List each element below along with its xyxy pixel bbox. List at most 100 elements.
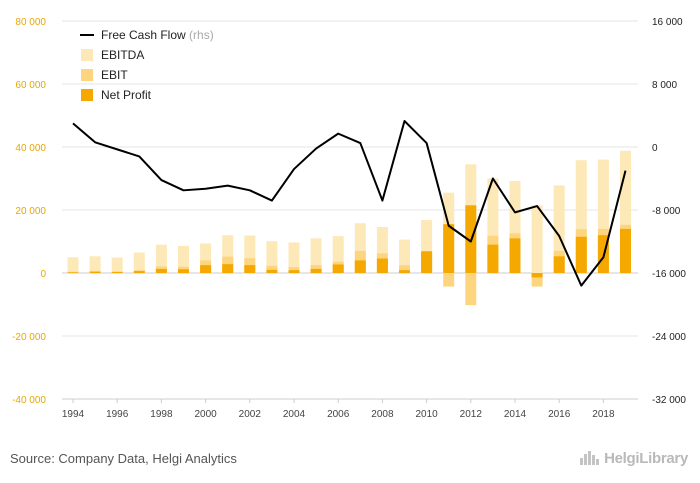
y-left-tick-label: 40 000 (15, 143, 46, 154)
bar-net-profit (133, 271, 145, 273)
x-tick-label: 2016 (548, 409, 571, 420)
bar-net-profit (266, 269, 278, 273)
y-right-tick-label: -8 000 (652, 206, 681, 217)
bar-ebitda (200, 243, 212, 273)
bar-ebitda (421, 220, 433, 273)
bar-ebit (531, 273, 543, 287)
brand-logo: HelgiLibrary (579, 449, 688, 467)
bar-ebitda (509, 181, 521, 273)
bar-net-profit (111, 272, 123, 273)
bar-ebitda (222, 235, 234, 273)
y-left-tick-label: 80 000 (15, 17, 46, 28)
y-right-tick-label: -24 000 (652, 332, 686, 343)
bar-ebitda (575, 160, 587, 273)
legend-swatch-net-profit (81, 89, 93, 101)
brand-text: HelgiLibrary (604, 450, 688, 467)
bar-net-profit (310, 268, 322, 273)
x-tick-label: 2006 (327, 409, 350, 420)
bar-net-profit (553, 256, 565, 273)
bar-net-profit (575, 236, 587, 273)
bar-ebitda (487, 178, 499, 273)
bar-net-profit (332, 264, 344, 273)
bar-ebitda (67, 257, 79, 273)
y-right-tick-label: -32 000 (652, 395, 686, 406)
bar-ebitda (266, 241, 278, 273)
bar-ebitda (310, 238, 322, 273)
bar-net-profit (200, 265, 212, 273)
legend-swatch-ebit (81, 69, 93, 81)
bar-ebitda (89, 256, 101, 273)
bar-ebitda (288, 242, 300, 273)
bar-ebit (288, 267, 300, 273)
bar-net-profit (509, 238, 521, 273)
x-tick-label: 1998 (150, 409, 173, 420)
y-right-tick-label: 16 000 (652, 17, 683, 28)
x-tick-label: 1994 (62, 409, 85, 420)
source-note: Source: Company Data, Helgi Analytics (10, 451, 237, 466)
bar-ebitda (178, 245, 189, 273)
bar-ebitda (111, 257, 123, 273)
x-tick-label: 2012 (460, 409, 483, 420)
bar-ebit (465, 273, 477, 306)
gridlines (62, 20, 638, 400)
bar-net-profit (443, 224, 455, 273)
bar-ebit (266, 265, 278, 273)
library-icon (580, 451, 600, 465)
bar-net-profit (89, 271, 101, 273)
bar-net-profit (376, 258, 388, 273)
y-left-tick-label: -40 000 (12, 395, 46, 406)
bar-ebitda (354, 223, 366, 273)
bar-ebitda (531, 205, 543, 273)
bar-net-profit (620, 228, 631, 273)
bar-ebit (443, 273, 455, 287)
bar-net-profit (244, 265, 256, 273)
x-tick-label: 2000 (194, 409, 217, 420)
legend-label: EBITDA (101, 48, 144, 62)
y-right-tick-label: -16 000 (652, 269, 686, 280)
legend: Free Cash Flow (rhs) EBITDA EBIT Net Profit (80, 28, 214, 102)
bar-net-profit (178, 269, 189, 273)
x-tick-label: 2004 (283, 409, 306, 420)
fcf-line (72, 120, 627, 287)
y-right-tick-label: 0 (652, 143, 658, 154)
bar-net-profit (67, 272, 79, 273)
y-left-tick-label: 60 000 (15, 80, 46, 91)
y-left-tick-label: 0 (40, 269, 46, 280)
legend-label: Net Profit (101, 88, 152, 102)
fcf-line-layer (72, 120, 627, 287)
legend-label: EBIT (101, 68, 128, 82)
bar-net-profit (421, 251, 433, 273)
bar-ebitda (620, 150, 631, 273)
x-tick-label: 1996 (106, 409, 129, 420)
x-tick-label: 2014 (504, 409, 527, 420)
bar-ebitda (244, 235, 256, 273)
bar-net-profit (399, 270, 410, 273)
x-tick-label: 2002 (239, 409, 262, 420)
y-left-tick-label: -20 000 (12, 332, 46, 343)
x-tick-label: 2008 (371, 409, 394, 420)
bar-ebitda (553, 185, 565, 273)
legend-swatch-ebitda (81, 49, 93, 61)
axes: 80 000 60 000 40 000 20 000 0 -20 000 -40 000 1… (12, 17, 686, 420)
bar-ebitda (155, 244, 167, 273)
bar-ebitda (399, 239, 410, 273)
bar-net-profit (288, 270, 300, 273)
bar-ebitda (597, 159, 609, 273)
bar-net-profit (531, 273, 543, 278)
bars (67, 150, 631, 306)
y-right-tick-label: 8 000 (652, 80, 677, 91)
bar-ebitda (332, 236, 344, 273)
bar-ebit (399, 265, 410, 273)
legend-sublabel: (rhs) (186, 28, 214, 42)
x-tick-label: 2018 (592, 409, 615, 420)
bar-net-profit (487, 244, 499, 273)
bar-net-profit (354, 260, 366, 273)
legend-label: Free Cash Flow (rhs) (101, 28, 214, 42)
y-left-tick-label: 20 000 (15, 206, 46, 217)
bar-net-profit (155, 268, 167, 273)
bar-ebitda (133, 252, 145, 273)
x-tick-label: 2010 (415, 409, 438, 420)
chart: 80 000 60 000 40 000 20 000 0 -20 000 -40 000 1… (12, 17, 686, 420)
bar-ebitda (376, 227, 388, 273)
bar-net-profit (222, 264, 234, 273)
